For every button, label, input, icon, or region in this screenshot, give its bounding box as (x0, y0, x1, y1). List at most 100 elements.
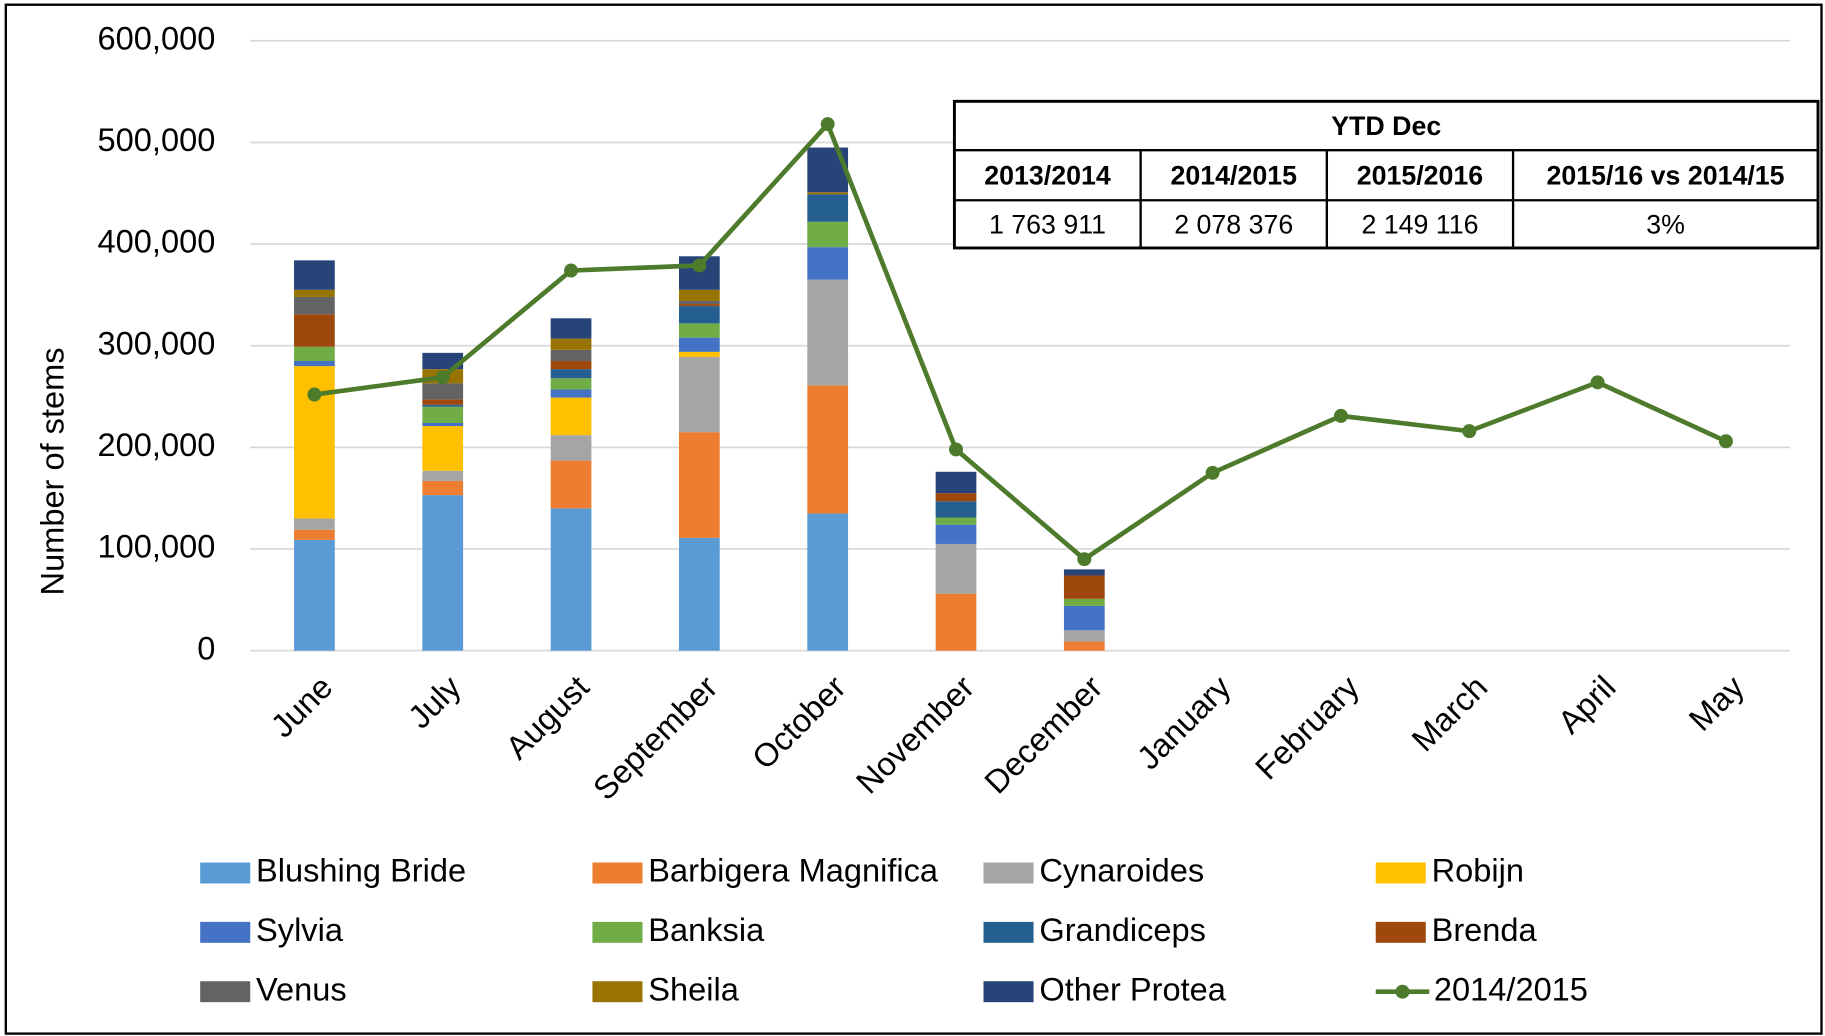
line-point (307, 387, 322, 402)
y-tick-label: 400,000 (98, 224, 216, 260)
legend-label: 2014/2015 (1434, 971, 1588, 1007)
bar-segment (1063, 598, 1105, 606)
legend-label: Cynaroides (1039, 853, 1204, 889)
bar-segment (422, 470, 464, 481)
legend-swatch (200, 921, 251, 943)
line-point (692, 258, 707, 273)
line-point (1205, 465, 1220, 480)
table-cell: 2 149 116 (1361, 210, 1478, 240)
bar-segment (807, 279, 849, 386)
bar-segment (678, 323, 720, 338)
legend-label: Other Protea (1039, 971, 1226, 1007)
bar-segment (422, 383, 464, 400)
legend-swatch (983, 921, 1034, 943)
table-header: 2015/2016 (1357, 161, 1483, 191)
bar-segment (807, 513, 849, 651)
legend-label: Venus (256, 971, 347, 1007)
y-tick-label: 100,000 (98, 529, 216, 565)
bar-segment (294, 346, 335, 361)
bar-segment (935, 493, 977, 502)
bar-segment (1063, 605, 1105, 631)
bar-segment (807, 194, 849, 222)
bar-segment (294, 296, 335, 315)
table-cell: 2 078 376 (1174, 210, 1293, 240)
bar-segment (550, 508, 592, 651)
bar-segment (294, 518, 335, 530)
bar-segment (422, 480, 464, 496)
bar-segment (935, 501, 977, 518)
bar-segment (294, 314, 335, 347)
legend-label: Barbigera Magnifica (648, 853, 939, 889)
bar-segment (935, 471, 977, 494)
bar-segment (807, 221, 849, 248)
bar-segment (807, 192, 849, 195)
bar-segment (678, 301, 720, 305)
bar-segment (550, 397, 592, 436)
bar-segment (678, 306, 720, 324)
line-point (820, 117, 835, 132)
bar-segment (294, 539, 335, 651)
legend-swatch (200, 981, 251, 1003)
table-cell: 1 763 911 (989, 210, 1106, 240)
bar-segment (1063, 641, 1105, 651)
table-cell: 3% (1646, 210, 1685, 240)
bar-segment (422, 404, 464, 407)
legend-swatch (592, 921, 643, 943)
legend-swatch (1375, 921, 1426, 943)
table-header: 2014/2015 (1171, 161, 1298, 191)
legend-swatch (1375, 862, 1426, 884)
table-header: 2013/2014 (984, 161, 1111, 191)
table-title: YTD Dec (1331, 111, 1441, 141)
line-point (1590, 375, 1605, 390)
bar-segment (935, 524, 977, 544)
line-point (1718, 434, 1733, 449)
y-tick-label: 200,000 (98, 427, 216, 463)
bar-segment (935, 593, 977, 651)
bar-segment (422, 352, 464, 370)
line-point (435, 370, 450, 385)
bar-segment (550, 369, 592, 379)
bar-segment (294, 289, 335, 297)
legend-swatch (200, 862, 251, 884)
y-tick-label: 500,000 (98, 122, 216, 158)
bar-segment (550, 389, 592, 398)
bar-segment (807, 247, 849, 280)
legend-label: Robijn (1432, 853, 1524, 889)
bar-segment (678, 537, 720, 651)
bar-segment (550, 460, 592, 509)
bar-segment (550, 378, 592, 390)
line-series (314, 119, 1727, 563)
legend-swatch (983, 862, 1034, 884)
bar-segment (422, 495, 464, 651)
bar-segment (294, 529, 335, 540)
bar-segment (294, 260, 335, 290)
bar-segment (422, 422, 464, 427)
legend-label: Grandiceps (1039, 912, 1206, 948)
line-point (949, 442, 963, 457)
table-header: 2015/16 vs 2014/15 (1547, 161, 1785, 191)
bar-segment (935, 517, 977, 525)
y-tick-label: 300,000 (98, 325, 216, 361)
y-axis-title: Number of stems (34, 347, 70, 595)
legend-label: Sheila (648, 971, 739, 1007)
line-point (1462, 424, 1477, 439)
bar-segment (678, 356, 720, 433)
bar-segment (422, 406, 464, 423)
legend-swatch (983, 981, 1034, 1003)
bar-segment (550, 349, 592, 361)
bar-segment (422, 426, 464, 471)
y-tick-label: 600,000 (98, 20, 216, 56)
bar-segment (1063, 630, 1105, 642)
legend-label: Blushing Bride (256, 853, 466, 889)
bar-segment (550, 338, 592, 350)
bar-segment (678, 304, 720, 307)
legend-label: Brenda (1432, 912, 1538, 948)
y-tick-label: 0 (197, 630, 215, 666)
bar-segment (422, 399, 464, 405)
bar-segment (678, 351, 720, 357)
bar-segment (678, 337, 720, 352)
table-border (952, 99, 1820, 250)
legend-swatch (592, 862, 643, 884)
